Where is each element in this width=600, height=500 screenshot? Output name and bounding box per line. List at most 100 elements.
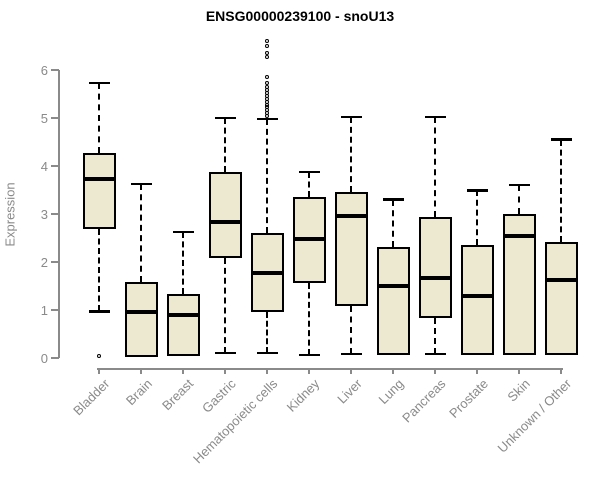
upper-whisker <box>518 185 520 214</box>
x-axis-tick <box>392 368 394 374</box>
median-line <box>376 284 410 289</box>
y-axis-tick <box>51 165 59 167</box>
y-tick-label: 2 <box>40 254 48 270</box>
lower-whisker <box>98 229 100 312</box>
upper-whisker-cap <box>172 230 194 234</box>
upper-whisker <box>98 82 100 153</box>
y-axis-tick <box>51 357 59 359</box>
upper-whisker <box>266 118 268 234</box>
median-line <box>82 177 116 182</box>
lower-whisker-cap <box>340 352 362 356</box>
outlier-point <box>265 55 269 60</box>
upper-whisker-cap <box>382 198 404 201</box>
median-line <box>460 293 494 298</box>
box <box>208 171 242 259</box>
y-axis-tick <box>51 309 59 311</box>
x-axis-tick <box>182 368 184 374</box>
y-axis-tick <box>51 213 59 215</box>
upper-whisker <box>350 117 352 193</box>
x-axis-label: Liver <box>334 376 365 407</box>
upper-whisker <box>140 183 142 283</box>
lower-whisker-cap <box>88 310 110 313</box>
y-tick-label: 1 <box>40 302 48 318</box>
box <box>334 192 368 307</box>
box <box>124 282 158 357</box>
lower-whisker-cap <box>256 351 278 355</box>
y-axis-tick <box>51 261 59 263</box>
x-axis-label: Pancreas <box>399 376 449 426</box>
x-axis-tick <box>476 368 478 374</box>
chart-title: ENSG00000239100 - snoU13 <box>205 8 395 24</box>
median-line <box>166 312 200 317</box>
lower-whisker <box>308 283 310 356</box>
x-axis-label: Unknown / Other <box>495 376 575 456</box>
upper-whisker <box>224 118 226 172</box>
upper-whisker-cap <box>424 115 446 119</box>
upper-whisker-cap <box>508 183 530 187</box>
median-line <box>250 270 284 275</box>
x-axis-label: Skin <box>504 376 533 405</box>
x-axis-tick <box>266 368 268 374</box>
upper-whisker-cap <box>256 117 278 121</box>
median-line <box>208 219 242 224</box>
outlier-point <box>265 84 269 89</box>
lower-whisker-cap <box>424 352 446 356</box>
upper-whisker <box>434 117 436 218</box>
y-tick-label: 0 <box>40 350 48 366</box>
x-axis-label: Prostate <box>445 376 491 421</box>
outlier-point <box>265 80 269 85</box>
y-tick-label: 6 <box>40 62 48 78</box>
upper-whisker <box>560 139 562 242</box>
upper-whisker-cap <box>298 170 320 173</box>
box <box>82 152 116 230</box>
upper-whisker-cap <box>340 115 362 119</box>
x-axis-label: Lung <box>375 376 407 408</box>
upper-whisker <box>476 190 478 246</box>
x-axis-tick <box>98 368 100 374</box>
box <box>166 294 200 356</box>
y-tick-label: 4 <box>40 158 48 174</box>
lower-whisker <box>434 318 436 355</box>
lower-whisker <box>224 258 226 354</box>
upper-whisker-cap <box>466 189 488 192</box>
box <box>460 245 494 356</box>
y-axis-tick <box>51 69 59 71</box>
median-line <box>502 233 536 238</box>
box <box>376 247 410 356</box>
outlier-point <box>265 51 269 56</box>
upper-whisker-cap <box>88 81 110 85</box>
x-axis-label: Kidney <box>283 376 323 415</box>
outlier-point <box>265 75 269 80</box>
outlier-point <box>97 353 101 358</box>
box <box>418 217 452 319</box>
x-axis-line <box>97 368 563 370</box>
y-axis-line <box>58 70 60 358</box>
x-axis-tick <box>518 368 520 374</box>
x-axis-tick <box>140 368 142 374</box>
outlier-point <box>265 44 269 48</box>
median-line <box>124 310 158 315</box>
x-axis-tick <box>434 368 436 374</box>
median-line <box>418 276 452 281</box>
x-axis-tick <box>560 368 562 374</box>
y-axis-tick <box>51 117 59 119</box>
upper-whisker-cap <box>550 138 572 141</box>
upper-whisker-cap <box>214 116 236 120</box>
x-axis-tick <box>224 368 226 374</box>
box <box>544 241 578 356</box>
y-tick-label: 5 <box>40 110 48 126</box>
median-line <box>544 277 578 282</box>
x-axis-label: Bladder <box>70 376 113 419</box>
lower-whisker <box>350 306 352 355</box>
upper-whisker-cap <box>130 182 152 185</box>
y-axis-title: Expression <box>2 182 18 247</box>
x-axis-tick <box>308 368 310 374</box>
y-tick-label: 3 <box>40 206 48 222</box>
lower-whisker-cap <box>214 351 236 355</box>
median-line <box>334 214 368 219</box>
x-axis-label: Gastric <box>198 376 239 416</box>
upper-whisker <box>182 232 184 295</box>
x-axis-label: Breast <box>159 376 197 414</box>
x-axis-label: Brain <box>122 376 155 409</box>
